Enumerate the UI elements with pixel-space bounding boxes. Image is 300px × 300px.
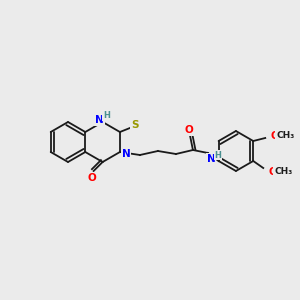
Text: CH₃: CH₃	[276, 131, 294, 140]
Text: N: N	[122, 149, 130, 159]
Text: O: O	[271, 131, 280, 141]
Text: CH₃: CH₃	[274, 167, 292, 176]
Text: S: S	[131, 120, 139, 130]
Text: H: H	[214, 151, 221, 160]
Text: O: O	[269, 167, 278, 177]
Text: N: N	[95, 115, 104, 125]
Text: O: O	[87, 173, 96, 183]
Text: O: O	[184, 125, 193, 135]
Text: H: H	[103, 112, 110, 121]
Text: N: N	[206, 154, 215, 164]
